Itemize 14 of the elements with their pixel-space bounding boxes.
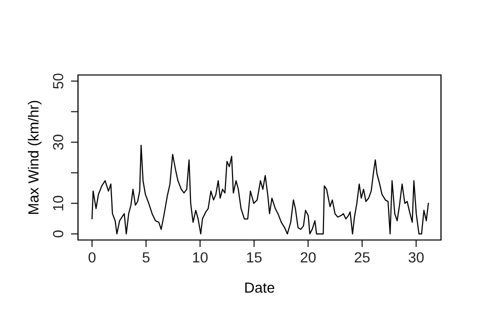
- x-tick-label: 10: [193, 252, 208, 263]
- y-axis-title: Max Wind (km/hr): [28, 100, 42, 214]
- x-tick-label: 15: [247, 252, 262, 263]
- y-tick-label: 50: [52, 74, 64, 89]
- x-tick-label: 0: [88, 252, 96, 263]
- x-axis-title: Date: [245, 282, 274, 293]
- y-tick-label: 0: [52, 230, 64, 238]
- x-tick-label: 30: [408, 252, 424, 263]
- x-tick-label: 25: [354, 252, 370, 263]
- y-tick-label: 10: [52, 196, 64, 210]
- y-tick-label: 30: [52, 134, 64, 150]
- x-tick-label: 5: [142, 252, 150, 263]
- x-tick-label: 20: [300, 252, 316, 263]
- line-series: [91, 144, 429, 234]
